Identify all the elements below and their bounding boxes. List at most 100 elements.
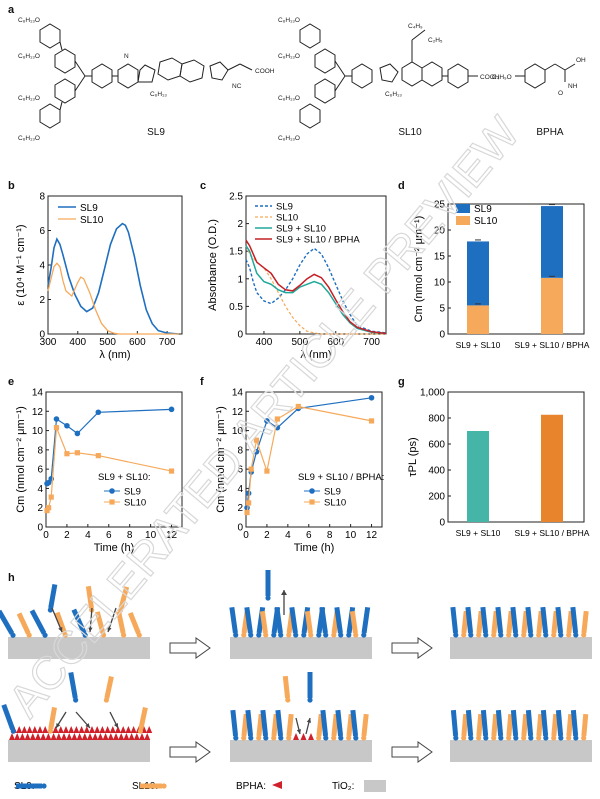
chart-g-ytick-label: 200 (428, 492, 445, 503)
legend-sl9-molecule-anchor (41, 783, 47, 789)
arrow-head (56, 723, 61, 728)
chart-g-ytick-label: 1,000 (420, 388, 445, 399)
sl10-molecule-body (54, 611, 67, 635)
sl9-molecule-body (540, 709, 549, 737)
chart-c-ytick-label: 2 (237, 219, 243, 230)
chart-b-ytick-label: 2 (39, 295, 45, 306)
sl10-molecule-body (506, 713, 514, 737)
panel-label-f: f (200, 376, 204, 388)
sl9-molecule (289, 606, 299, 638)
chart-f-xtick-label: 12 (366, 530, 378, 541)
panel-label-c: c (200, 180, 207, 192)
sl9-molecule (265, 570, 271, 601)
chart-f-point-sl10 (253, 437, 260, 443)
sl9-molecule-body (320, 709, 329, 737)
sl10-molecule (16, 612, 32, 638)
bpha-molecule (66, 733, 73, 740)
chart-d-ylabel: Cm (nmol cm⁻² μm⁻¹) (413, 216, 425, 323)
chart-d-category-label: SL9 + SL10 / BPHA (515, 340, 590, 350)
chart-f-legend-marker-sl10 (309, 499, 315, 505)
svg-text:NH: NH (568, 83, 578, 90)
svg-text:COOH: COOH (480, 74, 500, 81)
chart-f-point-sl9 (264, 418, 270, 424)
sl9-molecule-anchor (271, 632, 277, 638)
sl10-molecule-body (127, 611, 141, 635)
chart-c-legend-sl9: SL9 (276, 202, 293, 213)
svg-text:C₄H₉: C₄H₉ (408, 23, 423, 30)
chart-c-ytick-label: 1.5 (229, 247, 243, 258)
chart-d-ytick-label: 15 (434, 252, 446, 263)
sl9-molecule-body (540, 606, 549, 634)
sl9-molecule-anchor (543, 735, 549, 741)
chart-e-legend-marker-sl9 (109, 488, 115, 494)
sl10-molecule-anchor (285, 697, 291, 703)
sl9-structure (39, 23, 253, 129)
chart-d-bar-sl10 (541, 277, 563, 334)
bpha-molecule (109, 726, 116, 733)
sl10-molecule (282, 675, 291, 703)
chart-b: 300 400 500 600 700 0 2 4 6 8 λ (nm) ε (10⁴ M⁻¹ cm⁻… (15, 192, 183, 361)
chart-e-legend-sl9: SL9 (124, 487, 141, 498)
sl10-molecule-body (138, 707, 148, 730)
sl10-molecule-anchor (263, 632, 269, 638)
chart-f-ylabel: Cm (nmol cm⁻² μm⁻¹) (215, 406, 227, 513)
bpha-molecule (92, 733, 99, 740)
sl9-molecule-anchor (483, 632, 489, 638)
sl10-molecule-body (104, 676, 114, 699)
sl9-molecule-body (334, 606, 343, 634)
bpha-molecule (146, 726, 153, 733)
chart-b-xtick-label: 300 (40, 337, 57, 348)
sl10-molecule-body (581, 610, 589, 634)
sl10-molecule (137, 707, 148, 734)
sl10-molecule-anchor (461, 632, 467, 638)
chart-f-legend-title: SL9 + SL10 / BPHA: (298, 472, 384, 483)
sl10-molecule-body (361, 713, 369, 737)
chart-c-ytick-label: 1 (237, 274, 243, 285)
chart-g-ytick-label: 800 (428, 414, 445, 425)
sl10-molecule (259, 610, 269, 638)
sl10-molecule-anchor (346, 735, 352, 741)
chart-b-ytick-label: 4 (39, 261, 45, 272)
sl10-molecule-anchor (581, 735, 587, 741)
legend-tio2-swatch (364, 780, 386, 792)
sl9-molecule-body (335, 709, 344, 737)
chart-e-legend-title: SL9 + SL10: (98, 472, 151, 483)
sl10-molecule (94, 611, 107, 638)
sl9-molecule-anchor (323, 735, 329, 741)
sl10-molecule (476, 713, 484, 741)
chart-c-ytick-label: 2.5 (229, 192, 243, 203)
chart-c-ylabel: Absorbance (O.D.) (207, 219, 219, 311)
chart-e-point-sl9 (53, 416, 60, 422)
bpha-molecule (21, 726, 28, 733)
sl9-caption: SL9 (147, 127, 165, 138)
bpha-molecule (115, 726, 121, 733)
sl10-molecule (491, 713, 499, 741)
sl9-molecule-anchor (265, 595, 271, 601)
chart-c-xlabel: λ (nm) (300, 349, 331, 361)
bpha-molecule (97, 733, 104, 740)
legend-sl10-molecule-anchor (161, 783, 167, 789)
sl10-molecule-body (48, 706, 57, 730)
sl10-molecule-anchor (286, 632, 292, 638)
svg-text:C₆H₁₃O: C₆H₁₃O (278, 135, 300, 142)
sl9-molecule-anchor (248, 632, 254, 638)
sl9-molecule-body (480, 606, 489, 634)
chart-e-ytick-label: 10 (32, 426, 44, 437)
sl10-molecule-anchor (361, 735, 367, 741)
svg-text:C₆H₁₃: C₆H₁₃ (385, 91, 402, 98)
bpha-molecule (37, 726, 43, 733)
sl10-molecule-anchor (506, 632, 512, 638)
sl10-molecule-anchor (241, 632, 247, 638)
sl9-molecule-anchor (256, 632, 262, 638)
chart-e-ytick-label: 14 (32, 388, 44, 399)
sl9-molecule-anchor (468, 735, 474, 741)
sl9-molecule (68, 672, 79, 703)
sl10-molecule-body (286, 713, 294, 737)
chart-b-ytick-label: 6 (39, 226, 45, 237)
sl10-molecule-anchor (241, 735, 247, 741)
chart-g-category-label: SL9 + SL10 / BPHA (515, 528, 590, 538)
sl10-molecule-body (461, 713, 469, 737)
arrow-head (58, 627, 63, 632)
bpha-caption: BPHA (536, 127, 564, 138)
